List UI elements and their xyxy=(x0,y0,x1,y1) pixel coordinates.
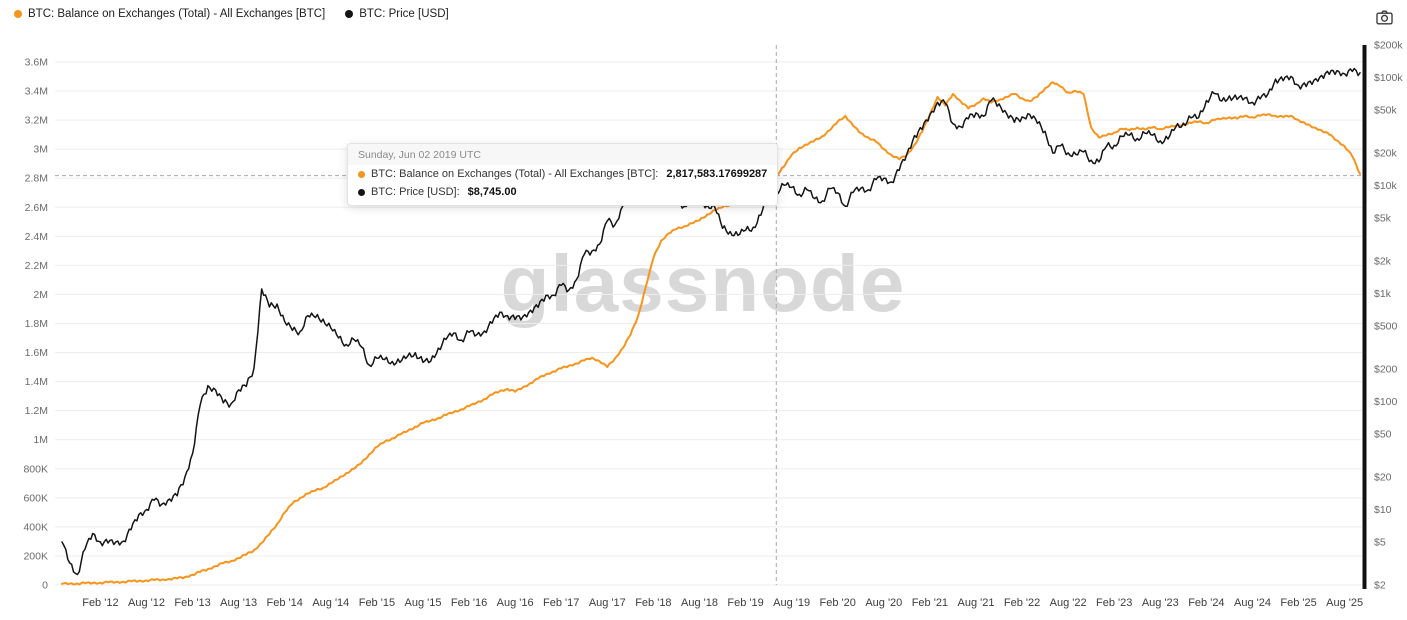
tooltip-value: $8,745.00 xyxy=(467,186,517,198)
left-axis-tick-label: 200K xyxy=(23,550,48,562)
x-axis-tick-label: Aug '20 xyxy=(865,597,902,609)
x-axis-tick-label: Aug '23 xyxy=(1142,597,1179,609)
left-axis-tick-label: 1.8M xyxy=(25,318,48,330)
x-axis-tick-label: Aug '17 xyxy=(589,597,626,609)
tooltip-value: 2,817,583.17699287 xyxy=(666,168,768,180)
x-axis-tick-label: Aug '12 xyxy=(128,597,165,609)
camera-icon xyxy=(1376,10,1393,25)
screenshot-button[interactable] xyxy=(1372,5,1397,30)
balance-line xyxy=(61,81,1361,586)
legend-item-label: BTC: Balance on Exchanges (Total) - All … xyxy=(28,8,326,20)
right-axis-tick-label: $500 xyxy=(1374,321,1398,333)
tooltip-label: BTC: Balance on Exchanges (Total) - All … xyxy=(371,168,659,180)
x-axis-tick-label: Feb '25 xyxy=(1280,597,1316,609)
x-axis-tick-label: Feb '12 xyxy=(82,597,118,609)
legend-item-balance[interactable]: BTC: Balance on Exchanges (Total) - All … xyxy=(14,8,325,20)
x-axis-tick-label: Aug '18 xyxy=(681,597,718,609)
right-axis-tick-label: $50 xyxy=(1374,429,1392,441)
right-axis-tick-label: $100 xyxy=(1374,396,1398,408)
price-series-dot-icon xyxy=(345,10,354,18)
right-axis-tick-label: $50k xyxy=(1374,105,1398,117)
left-axis-tick-label: 1M xyxy=(33,434,48,446)
right-axis-tick-label: $200k xyxy=(1374,40,1403,52)
x-axis-tick-label: Feb '21 xyxy=(912,597,948,609)
left-axis-tick-label: 3.4M xyxy=(25,86,48,98)
right-axis-tick-label: $200 xyxy=(1374,364,1398,376)
x-axis-tick-label: Aug '16 xyxy=(497,597,534,609)
x-axis-tick-label: Feb '19 xyxy=(727,597,763,609)
right-axis-tick-label: $2k xyxy=(1374,256,1392,268)
right-axis-tick-label: $100k xyxy=(1374,72,1403,84)
right-axis-tick-label: $20k xyxy=(1374,148,1398,160)
left-axis-tick-label: 600K xyxy=(23,492,48,504)
price-line xyxy=(61,67,1361,576)
x-axis-tick-label: Aug '25 xyxy=(1326,597,1363,609)
legend-item-price[interactable]: BTC: Price [USD] xyxy=(345,8,449,20)
price-series-dot-icon xyxy=(358,188,365,196)
right-axis-tick-label: $10 xyxy=(1374,504,1392,516)
x-axis-tick-label: Feb '14 xyxy=(267,597,303,609)
right-axis-tick-label: $20 xyxy=(1374,472,1392,484)
x-axis-tick-label: Feb '20 xyxy=(820,597,856,609)
left-axis-tick-label: 2.8M xyxy=(25,173,48,185)
x-axis-tick-label: Feb '23 xyxy=(1096,597,1132,609)
right-axis-tick-label: $10k xyxy=(1374,180,1398,192)
x-axis-tick-label: Feb '17 xyxy=(543,597,579,609)
x-axis-tick-label: Aug '22 xyxy=(1050,597,1087,609)
left-axis-tick-label: 3M xyxy=(33,144,48,156)
left-axis-tick-label: 1.4M xyxy=(25,376,48,388)
x-axis-tick-label: Feb '15 xyxy=(359,597,395,609)
x-axis-tick-label: Aug '19 xyxy=(773,597,810,609)
legend-item-label: BTC: Price [USD] xyxy=(359,8,449,20)
left-axis-tick-label: 3.6M xyxy=(25,57,48,69)
x-axis-tick-label: Feb '22 xyxy=(1004,597,1040,609)
left-axis-tick-label: 2.2M xyxy=(25,260,48,272)
balance-series-dot-icon xyxy=(358,170,365,178)
left-axis-tick-label: 1.2M xyxy=(25,405,48,417)
chart-legend: BTC: Balance on Exchanges (Total) - All … xyxy=(14,8,449,20)
right-axis-bar xyxy=(1362,45,1367,589)
left-axis-tick-label: 3.2M xyxy=(25,115,48,127)
x-axis-tick-label: Feb '16 xyxy=(451,597,487,609)
left-axis-tick-label: 2.4M xyxy=(25,231,48,243)
left-axis-tick-label: 800K xyxy=(23,463,48,475)
glassnode-watermark: glassnode xyxy=(500,239,906,328)
tooltip-row-price: BTC: Price [USD]: $8,745.00 xyxy=(348,183,777,205)
x-axis-tick-label: Aug '13 xyxy=(220,597,257,609)
x-axis-tick-label: Aug '24 xyxy=(1234,597,1271,609)
x-axis-tick-label: Aug '15 xyxy=(404,597,441,609)
left-axis-tick-label: 400K xyxy=(23,521,48,533)
tooltip-date: Sunday, Jun 02 2019 UTC xyxy=(348,144,778,165)
right-axis-tick-label: $5 xyxy=(1374,537,1386,549)
right-axis-tick-label: $2 xyxy=(1374,580,1386,592)
left-axis-tick-label: 0 xyxy=(42,580,48,592)
x-axis-tick-label: Aug '21 xyxy=(957,597,994,609)
x-axis-tick-label: Feb '18 xyxy=(635,597,671,609)
x-axis-tick-label: Aug '14 xyxy=(312,597,349,609)
right-axis-tick-label: $1k xyxy=(1374,288,1392,300)
tooltip-label: BTC: Price [USD]: xyxy=(371,186,460,198)
x-axis-tick-label: Feb '24 xyxy=(1188,597,1224,609)
tooltip-row-balance: BTC: Balance on Exchanges (Total) - All … xyxy=(348,165,777,183)
left-axis-tick-label: 2.6M xyxy=(25,202,48,214)
left-axis-tick-label: 1.6M xyxy=(25,347,48,359)
balance-series-dot-icon xyxy=(14,10,22,18)
left-axis-tick-label: 2M xyxy=(33,289,48,301)
right-axis-tick-label: $5k xyxy=(1374,213,1392,225)
chart-tooltip: Sunday, Jun 02 2019 UTC BTC: Balance on … xyxy=(347,143,779,206)
x-axis-tick-label: Feb '13 xyxy=(174,597,210,609)
